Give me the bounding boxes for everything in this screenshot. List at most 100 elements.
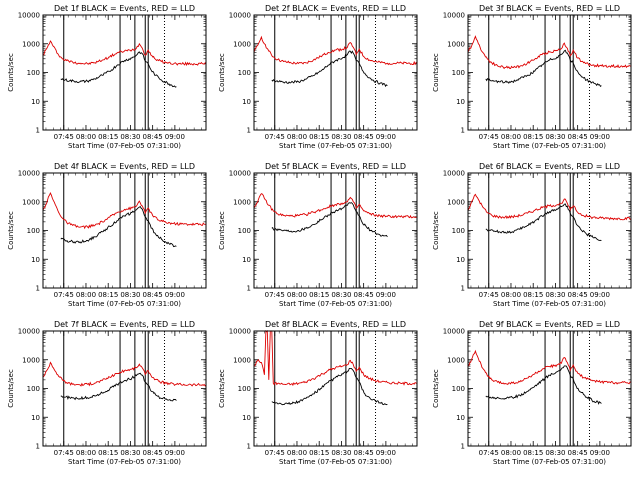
y-tick-label: 10 [242, 98, 251, 106]
y-tick-label: 1000 [22, 198, 40, 206]
y-tick-label: 10000 [443, 328, 465, 336]
y-tick-label: 1 [461, 443, 465, 451]
panel-9: Det 9f BLACK = Events, RED = LLD Counts/s… [432, 320, 632, 466]
x-tick-label: 08:30 [545, 291, 565, 299]
x-axis-label: Start Time (07-Feb-05 07:31:00) [493, 142, 606, 150]
series-lld-red [253, 193, 418, 219]
x-tick-label: 08:15 [523, 291, 543, 299]
x-tick-label: 08:45 [568, 133, 588, 141]
x-axis-label: Start Time (07-Feb-05 07:31:00) [279, 142, 392, 150]
y-axis-label: Counts/sec [432, 53, 440, 92]
y-tick-label: 1 [247, 127, 251, 135]
series-lld-red [467, 35, 632, 70]
x-tick-label: 08:45 [568, 291, 588, 299]
panel-2: Det 2f BLACK = Events, RED = LLD Counts/s… [218, 4, 418, 150]
x-tick-label: 08:30 [120, 449, 140, 457]
y-tick-label: 10 [242, 256, 251, 264]
y-axis-label: Counts/sec [432, 369, 440, 408]
panel-title: Det 8f BLACK = Events, RED = LLD [265, 320, 406, 329]
panel-8: Det 8f BLACK = Events, RED = LLD Counts/s… [218, 320, 418, 466]
plot-frame [42, 14, 207, 131]
series-events-black [60, 51, 177, 88]
y-tick-label: 10 [456, 414, 465, 422]
plot-frame [467, 330, 632, 447]
x-tick-label: 08:15 [523, 449, 543, 457]
x-tick-label: 09:00 [590, 133, 610, 141]
x-tick-label: 08:00 [501, 449, 521, 457]
x-axis-label: Start Time (07-Feb-05 07:31:00) [68, 458, 181, 466]
x-axis-label: Start Time (07-Feb-05 07:31:00) [279, 458, 392, 466]
y-tick-label: 10000 [18, 12, 40, 20]
series-lld-red [467, 349, 632, 386]
x-tick-label: 08:00 [287, 291, 307, 299]
x-tick-label: 08:30 [120, 291, 140, 299]
x-tick-label: 08:45 [354, 291, 374, 299]
y-tick-label: 100 [238, 385, 251, 393]
x-axis-label: Start Time (07-Feb-05 07:31:00) [279, 300, 392, 308]
y-tick-label: 100 [452, 69, 465, 77]
x-tick-label: 08:00 [76, 291, 96, 299]
y-tick-label: 1000 [22, 356, 40, 364]
x-tick-label: 08:15 [98, 291, 118, 299]
x-tick-label: 09:00 [376, 449, 396, 457]
y-tick-label: 10 [31, 414, 40, 422]
y-tick-label: 1000 [447, 356, 465, 364]
x-tick-label: 08:15 [523, 133, 543, 141]
plot-frame [253, 14, 418, 131]
x-tick-label: 08:30 [545, 133, 565, 141]
plot-frame [42, 172, 207, 289]
y-tick-label: 1000 [233, 198, 251, 206]
plot-frame [467, 172, 632, 289]
y-tick-label: 1000 [22, 40, 40, 48]
series-events-black [271, 367, 388, 406]
x-tick-label: 08:00 [287, 133, 307, 141]
x-axis-label: Start Time (07-Feb-05 07:31:00) [493, 300, 606, 308]
panel-title: Det 9f BLACK = Events, RED = LLD [479, 320, 620, 329]
series-lld-red [253, 330, 418, 387]
y-tick-label: 10 [456, 98, 465, 106]
panel-5: Det 5f BLACK = Events, RED = LLD Counts/s… [218, 162, 418, 308]
x-tick-label: 08:45 [568, 449, 588, 457]
panel-1: Det 1f BLACK = Events, RED = LLD Counts/s… [7, 4, 207, 150]
x-tick-label: 08:15 [309, 291, 329, 299]
y-tick-label: 1000 [447, 198, 465, 206]
y-axis-label: Counts/sec [432, 211, 440, 250]
x-tick-label: 08:00 [287, 449, 307, 457]
panel-title: Det 7f BLACK = Events, RED = LLD [54, 320, 195, 329]
y-tick-label: 10 [456, 256, 465, 264]
plot-frame [42, 330, 207, 447]
x-tick-label: 08:00 [501, 133, 521, 141]
y-tick-label: 10 [31, 98, 40, 106]
x-tick-label: 08:00 [76, 133, 96, 141]
x-tick-label: 07:45 [265, 449, 285, 457]
x-tick-label: 07:45 [479, 449, 499, 457]
x-tick-label: 09:00 [376, 291, 396, 299]
x-tick-label: 08:00 [501, 291, 521, 299]
x-tick-label: 09:00 [165, 449, 185, 457]
plot-frame [253, 172, 418, 289]
series-events-black [485, 365, 602, 405]
series-lld-red [253, 35, 418, 66]
x-tick-label: 09:00 [165, 133, 185, 141]
x-tick-label: 09:00 [590, 449, 610, 457]
x-axis-label: Start Time (07-Feb-05 07:31:00) [68, 142, 181, 150]
series-events-black [60, 206, 177, 248]
x-tick-label: 08:30 [331, 449, 351, 457]
x-tick-label: 08:00 [76, 449, 96, 457]
panel-4: Det 4f BLACK = Events, RED = LLD Counts/s… [7, 162, 207, 308]
x-tick-label: 08:30 [331, 291, 351, 299]
series-lld-red [42, 40, 207, 67]
y-tick-label: 1 [36, 443, 40, 451]
panel-title: Det 3f BLACK = Events, RED = LLD [479, 4, 620, 13]
panel-7: Det 7f BLACK = Events, RED = LLD Counts/s… [7, 320, 207, 466]
y-tick-label: 1000 [233, 356, 251, 364]
x-axis-label: Start Time (07-Feb-05 07:31:00) [68, 300, 181, 308]
x-tick-label: 07:45 [479, 133, 499, 141]
y-tick-label: 10000 [18, 170, 40, 178]
panel-title: Det 6f BLACK = Events, RED = LLD [479, 162, 620, 171]
x-tick-label: 08:15 [309, 133, 329, 141]
x-tick-label: 08:45 [354, 133, 374, 141]
y-axis-label: Counts/sec [218, 369, 226, 408]
series-events-black [271, 50, 388, 88]
